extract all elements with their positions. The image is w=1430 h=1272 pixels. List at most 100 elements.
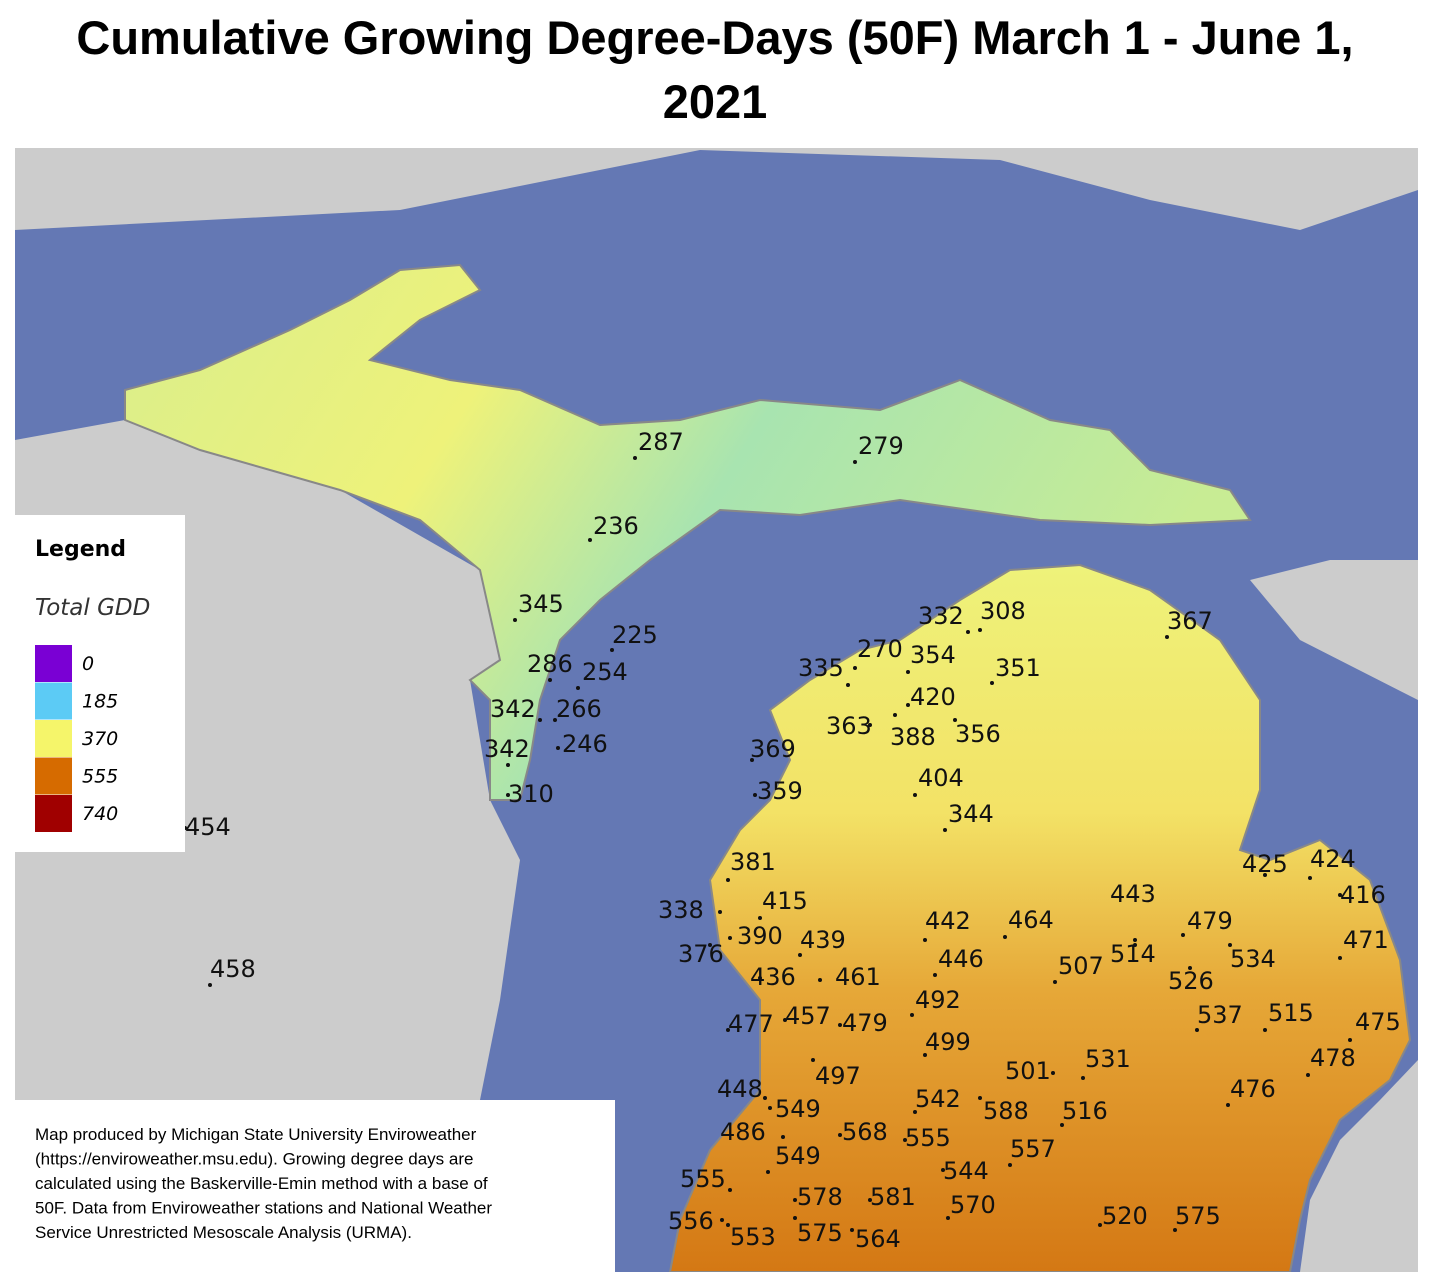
note-line: Map produced by Michigan State Universit… <box>35 1125 477 1144</box>
station-value: 486 <box>720 1118 766 1146</box>
station-dot <box>893 713 897 717</box>
station-dot <box>1263 1028 1267 1032</box>
legend-items: 0 185 370 555 740 <box>35 645 118 832</box>
station-value: 578 <box>797 1183 843 1211</box>
legend-swatch <box>35 757 72 795</box>
station-value: 439 <box>800 926 846 954</box>
station-value: 588 <box>983 1097 1029 1125</box>
station-dot <box>946 1216 950 1220</box>
station-value: 310 <box>508 780 554 808</box>
station-dot <box>548 678 552 682</box>
station-value: 363 <box>826 712 872 740</box>
station-dot <box>1228 943 1232 947</box>
station-value: 537 <box>1197 1001 1243 1029</box>
station-dot <box>1263 873 1267 877</box>
station-dot <box>763 1096 767 1100</box>
station-value: 461 <box>835 963 881 991</box>
station-dot <box>853 460 857 464</box>
legend-title: Total GDD <box>35 595 150 621</box>
station-value: 369 <box>750 735 796 763</box>
station-dot <box>513 618 517 622</box>
note-line: calculated using the Baskerville-Emin me… <box>35 1174 488 1193</box>
station-value: 507 <box>1058 952 1104 980</box>
station-dot <box>553 718 557 722</box>
station-dot <box>1226 1103 1230 1107</box>
station-dot <box>538 718 542 722</box>
legend-swatch <box>35 795 72 832</box>
station-dot <box>868 1198 872 1202</box>
station-dot <box>768 1106 772 1110</box>
upper-peninsula <box>124 263 1252 801</box>
station-value: 457 <box>785 1002 831 1030</box>
station-value: 531 <box>1085 1045 1131 1073</box>
station-value: 338 <box>658 896 704 924</box>
station-value: 359 <box>757 777 803 805</box>
station-dot <box>906 670 910 674</box>
note-line: Service Unrestricted Mesoscale Analysis … <box>35 1223 412 1242</box>
station-dot <box>1003 935 1007 939</box>
station-dot <box>726 1223 730 1227</box>
station-dot <box>588 538 592 542</box>
station-dot <box>1133 943 1137 947</box>
legend-heading: Legend <box>35 537 126 562</box>
station-dot <box>933 973 937 977</box>
station-value: 356 <box>955 720 1001 748</box>
station-dot <box>556 746 560 750</box>
station-value: 549 <box>775 1142 821 1170</box>
station-dot <box>978 628 982 632</box>
station-value: 420 <box>910 683 956 711</box>
legend-label: 370 <box>82 728 118 750</box>
station-value: 568 <box>842 1118 888 1146</box>
station-dot <box>941 1168 945 1172</box>
station-dot <box>966 630 970 634</box>
station-value: 570 <box>950 1191 996 1219</box>
station-value: 557 <box>1010 1135 1056 1163</box>
station-value: 342 <box>490 695 536 723</box>
station-value: 345 <box>518 590 564 618</box>
station-value: 266 <box>556 695 602 723</box>
station-dot <box>758 916 762 920</box>
station-dot <box>750 758 754 762</box>
station-value: 446 <box>938 945 984 973</box>
legend-label: 740 <box>82 803 118 825</box>
station-value: 416 <box>1340 881 1386 909</box>
station-value: 367 <box>1167 607 1213 635</box>
station-value: 424 <box>1310 845 1356 873</box>
station-dot <box>728 1188 732 1192</box>
station-dot <box>506 793 510 797</box>
station-value: 376 <box>678 940 724 968</box>
station-value: 254 <box>582 658 628 686</box>
station-dot <box>990 681 994 685</box>
station-value: 332 <box>918 602 964 630</box>
station-dot <box>1348 1038 1352 1042</box>
station-value: 458 <box>210 955 256 983</box>
station-value: 344 <box>948 800 994 828</box>
station-dot <box>633 456 637 460</box>
station-value: 575 <box>1175 1202 1221 1230</box>
station-value: 335 <box>798 654 844 682</box>
station-value: 454 <box>185 813 231 841</box>
station-value: 516 <box>1062 1097 1108 1125</box>
station-value: 542 <box>915 1085 961 1113</box>
station-value: 425 <box>1242 850 1288 878</box>
station-dot <box>953 718 957 722</box>
station-dot <box>818 978 822 982</box>
station-dot <box>923 1053 927 1057</box>
station-value: 236 <box>593 512 639 540</box>
station-dot <box>708 943 712 947</box>
station-value: 553 <box>730 1223 776 1251</box>
note-line: 50F. Data from Enviroweather stations an… <box>35 1199 492 1218</box>
station-dot <box>811 1058 815 1062</box>
station-dot <box>853 666 857 670</box>
station-value: 448 <box>717 1075 763 1103</box>
station-value: 556 <box>668 1207 714 1235</box>
station-dot <box>913 1110 917 1114</box>
station-value: 549 <box>775 1095 821 1123</box>
station-value: 555 <box>680 1165 726 1193</box>
land-southeast <box>1300 1060 1418 1272</box>
station-dot <box>910 1013 914 1017</box>
station-dot <box>793 1216 797 1220</box>
station-dot <box>1181 933 1185 937</box>
